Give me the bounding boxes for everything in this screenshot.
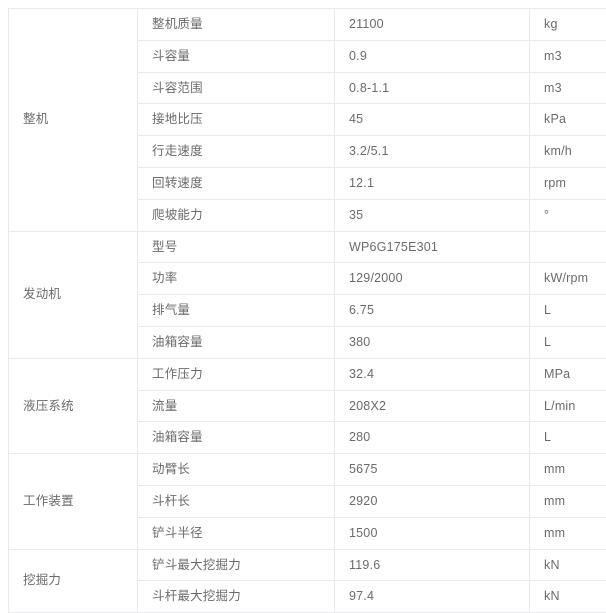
parameter-name-cell: 斗杆最大挖掘力 [138, 581, 335, 613]
parameter-value-cell: 5675 [335, 454, 530, 486]
parameter-name-cell: 铲斗半径 [138, 517, 335, 549]
parameter-name-cell: 整机质量 [138, 9, 335, 41]
group-label-cell: 整机 [9, 9, 138, 232]
parameter-name-cell: 油箱容量 [138, 422, 335, 454]
parameter-unit-cell: kPa [530, 104, 606, 136]
parameter-unit-cell: kN [530, 549, 606, 581]
parameter-unit-cell: MPa [530, 358, 606, 390]
parameter-unit-cell: mm [530, 454, 606, 486]
parameter-value-cell: 3.2/5.1 [335, 136, 530, 168]
parameter-unit-cell: mm [530, 485, 606, 517]
parameter-name-cell: 铲斗最大挖掘力 [138, 549, 335, 581]
parameter-value-cell: 380 [335, 326, 530, 358]
parameter-unit-cell: km/h [530, 136, 606, 168]
parameter-value-cell: 32.4 [335, 358, 530, 390]
parameter-unit-cell: kN [530, 581, 606, 613]
parameter-name-cell: 斗容范围 [138, 72, 335, 104]
parameter-value-cell: 0.8-1.1 [335, 72, 530, 104]
parameter-value-cell: 1500 [335, 517, 530, 549]
parameter-value-cell: WP6G175E301 [335, 231, 530, 263]
group-label-cell: 挖掘力 [9, 549, 138, 613]
parameter-name-cell: 油箱容量 [138, 326, 335, 358]
parameter-name-cell: 斗容量 [138, 40, 335, 72]
parameter-unit-cell: mm [530, 517, 606, 549]
parameter-name-cell: 爬坡能力 [138, 199, 335, 231]
group-label-cell: 工作装置 [9, 454, 138, 549]
group-label-cell: 发动机 [9, 231, 138, 358]
parameter-value-cell: 0.9 [335, 40, 530, 72]
parameter-value-cell: 280 [335, 422, 530, 454]
parameter-value-cell: 208X2 [335, 390, 530, 422]
parameter-unit-cell [530, 231, 606, 263]
parameter-unit-cell: kW/rpm [530, 263, 606, 295]
parameter-value-cell: 21100 [335, 9, 530, 41]
parameter-name-cell: 排气量 [138, 295, 335, 327]
parameter-name-cell: 动臂长 [138, 454, 335, 486]
parameter-name-cell: 斗杆长 [138, 485, 335, 517]
parameter-name-cell: 流量 [138, 390, 335, 422]
parameter-unit-cell: rpm [530, 167, 606, 199]
parameter-name-cell: 回转速度 [138, 167, 335, 199]
parameter-unit-cell: L [530, 422, 606, 454]
parameter-value-cell: 45 [335, 104, 530, 136]
parameter-value-cell: 35 [335, 199, 530, 231]
parameter-name-cell: 接地比压 [138, 104, 335, 136]
parameter-name-cell: 功率 [138, 263, 335, 295]
parameter-value-cell: 129/2000 [335, 263, 530, 295]
group-label-cell: 液压系统 [9, 358, 138, 453]
parameter-unit-cell: m3 [530, 40, 606, 72]
parameter-unit-cell: L [530, 326, 606, 358]
parameter-value-cell: 6.75 [335, 295, 530, 327]
parameter-name-cell: 行走速度 [138, 136, 335, 168]
parameter-unit-cell: ° [530, 199, 606, 231]
parameter-unit-cell: m3 [530, 72, 606, 104]
parameter-value-cell: 12.1 [335, 167, 530, 199]
parameter-name-cell: 型号 [138, 231, 335, 263]
parameter-value-cell: 2920 [335, 485, 530, 517]
parameter-value-cell: 119.6 [335, 549, 530, 581]
parameter-name-cell: 工作压力 [138, 358, 335, 390]
parameter-unit-cell: L [530, 295, 606, 327]
parameter-value-cell: 97.4 [335, 581, 530, 613]
parameter-unit-cell: L/min [530, 390, 606, 422]
parameter-unit-cell: kg [530, 9, 606, 41]
